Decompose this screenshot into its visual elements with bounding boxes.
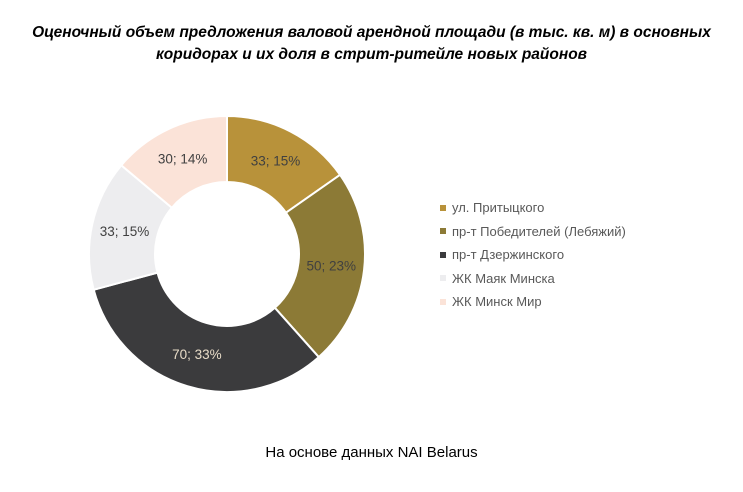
legend-label: ул. Притыцкого [452, 200, 545, 216]
donut-slice-2 [273, 173, 366, 359]
slice-data-label-4: 33; 15% [100, 224, 150, 239]
legend-item-3: пр-т Дзержинского [440, 243, 626, 267]
legend-swatch [440, 298, 446, 305]
slice-data-label-2: 50; 23% [307, 259, 357, 274]
source-note: На основе данных NAI Belarus [265, 444, 478, 461]
legend-item-1: ул. Притыцкого [440, 196, 626, 220]
legend-label: пр-т Победителей (Лебяжий) [452, 223, 626, 239]
legend-label: ЖК Маяк Минска [452, 270, 555, 286]
donut-slice-3 [92, 271, 321, 393]
chart-title: Оценочный объем предложения валовой арен… [32, 24, 711, 63]
chart-legend: ул. Притыцкого пр-т Победителей (Лебяжий)… [440, 196, 626, 314]
legend-swatch [440, 275, 446, 282]
donut-slice-5 [119, 114, 228, 210]
slice-data-label-3: 70; 33% [172, 347, 222, 362]
legend-swatch [440, 251, 446, 258]
legend-swatch [440, 228, 446, 235]
slice-data-label-5: 30; 14% [158, 151, 208, 166]
legend-item-2: пр-т Победителей (Лебяжий) [440, 220, 626, 244]
legend-swatch [440, 204, 446, 211]
slice-data-label-1: 33; 15% [251, 153, 301, 168]
legend-label: пр-т Дзержинского [452, 247, 565, 263]
legend-item-4: ЖК Маяк Минска [440, 267, 626, 291]
legend-item-5: ЖК Минск Мир [440, 290, 626, 314]
legend-label: ЖК Минск Мир [452, 294, 542, 310]
